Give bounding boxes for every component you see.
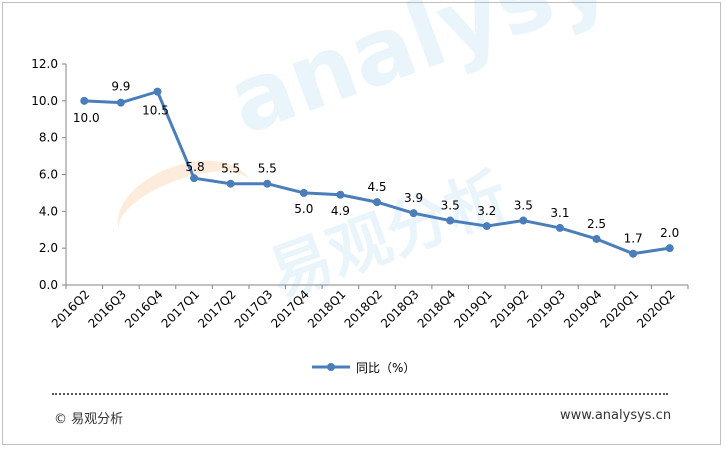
footer-website: www.analysys.cn bbox=[560, 408, 672, 423]
y-tick-label: 0.0 bbox=[39, 278, 58, 292]
data-point bbox=[409, 209, 418, 218]
x-tick-label: 2020Q1 bbox=[598, 287, 642, 331]
x-tick-label: 2018Q2 bbox=[342, 287, 386, 331]
series-line bbox=[84, 90, 670, 256]
data-point bbox=[226, 179, 235, 188]
y-axis-ticks: 0.0 2.0 4.0 6.0 8.0 10.0 12.0 bbox=[31, 57, 66, 292]
y-tick-label: 8.0 bbox=[39, 131, 58, 145]
legend-label: 同比（%） bbox=[356, 361, 415, 375]
data-point bbox=[190, 174, 199, 183]
data-label: 5.0 bbox=[294, 202, 313, 216]
data-labels: 10.0 9.9 10.5 5.8 5.5 5.5 5.0 4.9 4.5 3.9 3.5 3.2 3.… bbox=[73, 80, 679, 246]
x-tick-label: 2016Q4 bbox=[122, 287, 166, 331]
x-tick-label: 2018Q3 bbox=[378, 287, 422, 331]
x-tick-label: 2020Q2 bbox=[634, 287, 678, 331]
data-label: 4.9 bbox=[331, 204, 350, 218]
data-label: 5.5 bbox=[221, 162, 240, 176]
data-point bbox=[519, 216, 528, 225]
data-label: 4.5 bbox=[367, 180, 386, 194]
data-label: 2.0 bbox=[660, 226, 679, 240]
data-point bbox=[153, 87, 162, 96]
footer-divider bbox=[52, 393, 668, 395]
y-tick-label: 2.0 bbox=[39, 241, 58, 255]
data-label: 1.7 bbox=[624, 232, 643, 246]
data-label: 3.5 bbox=[514, 199, 533, 213]
x-axis-ticks: 2016Q22016Q32016Q42017Q12017Q22017Q32017… bbox=[49, 285, 689, 331]
x-tick-label: 2017Q4 bbox=[268, 287, 312, 331]
data-label: 10.5 bbox=[142, 104, 169, 118]
data-point bbox=[263, 179, 272, 188]
y-tick-label: 10.0 bbox=[31, 94, 58, 108]
data-point bbox=[299, 188, 308, 197]
x-tick-label: 2019Q1 bbox=[451, 287, 495, 331]
legend: 同比（%） bbox=[312, 361, 415, 375]
data-label: 9.9 bbox=[111, 80, 130, 94]
data-point bbox=[446, 216, 455, 225]
data-point bbox=[373, 198, 381, 207]
data-point bbox=[592, 234, 601, 243]
y-tick-label: 6.0 bbox=[39, 168, 58, 182]
data-label: 3.2 bbox=[477, 204, 496, 218]
legend-marker bbox=[327, 363, 335, 371]
data-point bbox=[629, 249, 638, 258]
x-tick-label: 2017Q3 bbox=[232, 287, 276, 331]
y-tick-label: 4.0 bbox=[39, 204, 58, 218]
y-tick-label: 12.0 bbox=[31, 57, 58, 71]
data-label: 10.0 bbox=[73, 111, 100, 125]
x-tick-label: 2017Q2 bbox=[195, 287, 239, 331]
data-point bbox=[482, 222, 491, 231]
data-label: 3.1 bbox=[550, 206, 569, 220]
data-point bbox=[555, 223, 564, 232]
series-group bbox=[80, 87, 674, 258]
data-label: 3.5 bbox=[441, 199, 460, 213]
x-tick-label: 2019Q3 bbox=[524, 287, 568, 331]
data-label: 5.8 bbox=[186, 160, 205, 174]
data-point bbox=[80, 96, 89, 105]
data-label: 3.9 bbox=[404, 191, 423, 205]
x-tick-label: 2017Q1 bbox=[159, 287, 203, 331]
x-tick-label: 2016Q2 bbox=[49, 287, 93, 331]
x-tick-label: 2018Q4 bbox=[415, 287, 459, 331]
data-label: 5.5 bbox=[258, 162, 277, 176]
data-point bbox=[665, 244, 674, 253]
data-point bbox=[116, 98, 125, 107]
x-tick-label: 2016Q3 bbox=[85, 287, 129, 331]
x-tick-label: 2019Q2 bbox=[488, 287, 532, 331]
x-tick-label: 2019Q4 bbox=[561, 287, 605, 331]
data-point bbox=[336, 190, 345, 199]
footer-copyright: © 易观分析 bbox=[54, 412, 124, 427]
data-label: 2.5 bbox=[587, 217, 606, 231]
chart-frame bbox=[2, 2, 721, 445]
x-tick-label: 2018Q1 bbox=[305, 287, 349, 331]
